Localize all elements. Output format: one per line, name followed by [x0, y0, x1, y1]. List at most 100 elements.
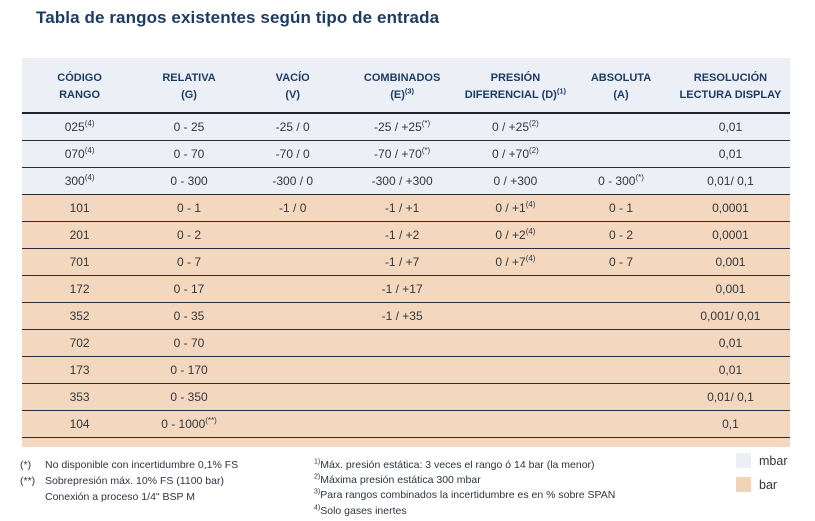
footnote-line: Conexión a proceso 1/4" BSP M: [20, 490, 238, 506]
table-cell: 0,01: [670, 329, 790, 358]
table-cell: -300 / +300: [344, 167, 460, 196]
footnote-line: 2)Máxima presión estática 300 mbar: [314, 473, 481, 487]
table-cell: 0 - 300(*): [571, 167, 671, 196]
table-row-201: 201 0 - 2 -1 / +2 0 / +2(4) 0 - 2 0,0001: [22, 221, 790, 250]
table-cell: [571, 410, 671, 439]
table-cell: [459, 356, 572, 385]
table-cell: 0 - 2: [137, 221, 241, 250]
table-cell: 172: [22, 275, 138, 304]
table-cell: [571, 275, 671, 304]
table-row-173: 173 0 - 170 0,01: [22, 356, 790, 385]
table-cell: -1 / +7: [344, 248, 460, 277]
table-cell: 0 - 2: [571, 221, 671, 250]
table-cell: [240, 356, 345, 385]
footnote-line: 1)Máx. presión estática: 3 veces el rang…: [314, 458, 595, 472]
table-cell: 0,01/ 0,1: [670, 167, 790, 196]
table-row-300: 300(4) 0 - 300 -300 / 0 -300 / +300 0 / +300…: [22, 167, 790, 196]
table-row-025: 025(4) 0 - 25 -25 / 0 -25 / +25(*) 0 / +25(2…: [22, 113, 790, 142]
table-cell: 101: [22, 194, 138, 223]
table-cell: 0,01: [670, 140, 790, 169]
table-cell: 300(4): [22, 167, 138, 196]
table-cell: [459, 383, 572, 412]
column-header: VACÍO (V): [240, 58, 345, 115]
table-cell: 702: [22, 329, 138, 358]
table-row-172: 172 0 - 17 -1 / +17 0,001: [22, 275, 790, 304]
table-cell: 173: [22, 356, 138, 385]
table-cell: 0,01: [670, 113, 790, 142]
table-cell: [240, 329, 345, 358]
table-cell: [344, 410, 460, 439]
table-cell: -1 / +35: [344, 302, 460, 331]
table-cell: 0,001/ 0,01: [670, 302, 790, 331]
column-header: PRESIÓN DIFERENCIAL (D)(1): [459, 58, 572, 115]
table-cell: [459, 275, 572, 304]
table-row-101: 101 0 - 1 -1 / 0 -1 / +1 0 / +1(4) 0 - 1 0,000…: [22, 194, 790, 223]
table-bottom-padding: [22, 437, 790, 448]
table-cell: 0 - 350: [137, 383, 241, 412]
table-cell: [571, 383, 671, 412]
column-header: RESOLUCIÓN LECTURA DISPLAY: [670, 58, 790, 115]
table-cell: 0 - 17: [137, 275, 241, 304]
page-title: Tabla de rangos existentes según tipo de…: [36, 8, 440, 27]
table-cell: 0,01: [670, 356, 790, 385]
table-cell: 0,1: [670, 410, 790, 439]
table-row-070: 070(4) 0 - 70 -70 / 0 -70 / +70(*) 0 / +70(2…: [22, 140, 790, 169]
legend: mbar bar: [736, 453, 806, 501]
column-header: CÓDIGO RANGO: [22, 58, 138, 115]
footnote-text: Sobrepresión máx. 10% FS (1100 bar): [45, 474, 224, 487]
table-row-701: 701 0 - 7 -1 / +7 0 / +7(4) 0 - 7 0,001: [22, 248, 790, 277]
table-cell: [459, 410, 572, 439]
table-cell: [459, 329, 572, 358]
table-cell: 0 / +300: [459, 167, 572, 196]
table-cell: 0 - 70: [137, 140, 241, 169]
table-cell: 070(4): [22, 140, 138, 169]
footnote-marker: [20, 490, 45, 506]
table-cell: -70 / 0: [240, 140, 345, 169]
table-cell: -25 / +25(*): [344, 113, 460, 142]
table-cell: 0,001: [670, 275, 790, 304]
table-cell: 0 - 7: [137, 248, 241, 277]
footnote-marker: 3): [314, 488, 321, 496]
table-cell: 353: [22, 383, 138, 412]
table-cell: [459, 302, 572, 331]
table-cell: [344, 383, 460, 412]
table-cell: 701: [22, 248, 138, 277]
footnote-marker: 2): [314, 473, 321, 481]
table-cell: 0 - 35: [137, 302, 241, 331]
table-cell: 0,0001: [670, 194, 790, 223]
table-cell: 104: [22, 410, 138, 439]
table-cell: -1 / +2: [344, 221, 460, 250]
table-cell: 0 / +1(4): [459, 194, 572, 223]
ranges-table: CÓDIGO RANGO RELATIVA (G) VACÍO (V) COMBINADOS…: [22, 58, 790, 448]
table-cell: [571, 356, 671, 385]
legend-item-bar: bar: [736, 477, 806, 492]
legend-label: mbar: [759, 453, 788, 468]
table-header-row: CÓDIGO RANGO RELATIVA (G) VACÍO (V) COMBINADOS…: [22, 58, 790, 115]
table-row-353: 353 0 - 350 0,01/ 0,1: [22, 383, 790, 412]
table-cell: 201: [22, 221, 138, 250]
table-cell: [240, 221, 345, 250]
table-cell: 0,01/ 0,1: [670, 383, 790, 412]
table-cell: 0 - 25: [137, 113, 241, 142]
table-cell: 0 - 1: [137, 194, 241, 223]
table-cell: 0 - 1000(**): [137, 410, 241, 439]
footnote-text: Conexión a proceso 1/4" BSP M: [45, 490, 196, 503]
table-cell: 0 - 1: [571, 194, 671, 223]
table-row-104: 104 0 - 1000(**) 0,1: [22, 410, 790, 439]
footnotes-numbered: 1)Máx. presión estática: 3 veces el rang…: [314, 458, 615, 519]
footnote-line: (**) Sobrepresión máx. 10% FS (1100 bar): [20, 474, 238, 490]
footnote-marker: (**): [20, 474, 36, 487]
legend-item-mbar: mbar: [736, 453, 806, 468]
table-cell: [344, 356, 460, 385]
table-cell: 0,0001: [670, 221, 790, 250]
table-cell: 0 - 7: [571, 248, 671, 277]
table-cell: 0 - 70: [137, 329, 241, 358]
table-cell: 0 / +2(4): [459, 221, 572, 250]
table-bottom-padding-cell: [22, 437, 790, 448]
table-cell: -70 / +70(*): [344, 140, 460, 169]
table-cell: -300 / 0: [240, 167, 345, 196]
legend-label: bar: [759, 477, 778, 492]
table-cell: [571, 329, 671, 358]
footnote-line: 4)Solo gases inertes: [314, 504, 407, 517]
footnote-text: No disponible con incertidumbre 0,1% FS: [45, 459, 239, 471]
